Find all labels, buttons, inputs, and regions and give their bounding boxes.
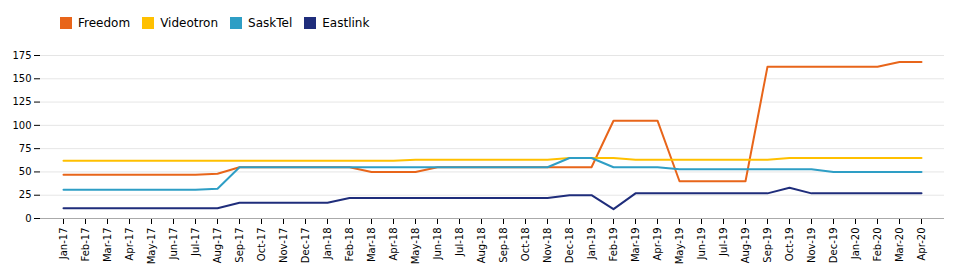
html-text:SaskTel: SaskTel [248,15,293,30]
svg-text:Jun-18: Jun-18 [432,228,443,261]
svg-text:Feb-19: Feb-19 [608,228,619,262]
svg-text:Oct-19: Oct-19 [784,228,795,262]
svg-text:0: 0 [25,213,31,224]
html-text:Freedom: Freedom [78,15,131,30]
svg-text:Jan-20: Jan-20 [850,228,861,261]
svg-text:Aug-18: Aug-18 [476,228,487,264]
svg-text:Sep-19: Sep-19 [762,228,773,263]
svg-text:Jul-18: Jul-18 [454,228,465,257]
svg-text:Apr-20: Apr-20 [916,228,927,261]
svg-text:Nov-17: Nov-17 [278,228,289,264]
svg-text:Apr-19: Apr-19 [652,228,663,261]
svg-text:Oct-17: Oct-17 [256,228,267,262]
svg-text:May-17: May-17 [146,228,157,265]
svg-text:Apr-18: Apr-18 [388,228,399,261]
svg-text:Nov-18: Nov-18 [542,228,553,264]
svg-text:Dec-19: Dec-19 [828,228,839,264]
svg-text:Jun-17: Jun-17 [168,228,179,261]
svg-text:Jul-17: Jul-17 [190,228,201,257]
html-text:Eastlink: Eastlink [322,15,370,30]
svg-text:Mar-18: Mar-18 [366,228,377,263]
svg-text:125: 125 [12,96,31,107]
svg-text:Aug-17: Aug-17 [212,228,223,264]
svg-text:Aug-19: Aug-19 [740,228,751,264]
svg-text:25: 25 [19,189,32,200]
svg-text:May-19: May-19 [674,228,685,265]
svg-text:100: 100 [12,120,31,131]
svg-text:150: 150 [12,73,31,84]
svg-text:Oct-18: Oct-18 [520,228,531,262]
svg-text:Jan-17: Jan-17 [58,228,69,261]
svg-text:Dec-18: Dec-18 [564,228,575,264]
svg-text:May-18: May-18 [410,228,421,265]
svg-text:75: 75 [19,143,32,154]
svg-text:Jan-18: Jan-18 [322,228,333,261]
svg-text:Feb-18: Feb-18 [344,228,355,262]
svg-text:Sep-18: Sep-18 [498,228,509,263]
svg-text:Mar-17: Mar-17 [102,228,113,263]
svg-text:175: 175 [12,50,31,61]
svg-text:Dec-17: Dec-17 [300,228,311,264]
svg-text:Apr-17: Apr-17 [124,228,135,261]
svg-text:Mar-20: Mar-20 [894,228,905,263]
svg-text:Nov-19: Nov-19 [806,228,817,264]
svg-text:Jul-19: Jul-19 [718,228,729,257]
svg-text:Sep-17: Sep-17 [234,228,245,263]
svg-text:Jan-19: Jan-19 [586,228,597,261]
svg-text:Feb-17: Feb-17 [80,228,91,262]
html-text:Videotron: Videotron [160,15,219,30]
svg-text:Feb-20: Feb-20 [872,228,883,262]
svg-text:Mar-19: Mar-19 [630,228,641,263]
svg-text:Jun-19: Jun-19 [696,228,707,261]
svg-text:50: 50 [19,166,32,177]
